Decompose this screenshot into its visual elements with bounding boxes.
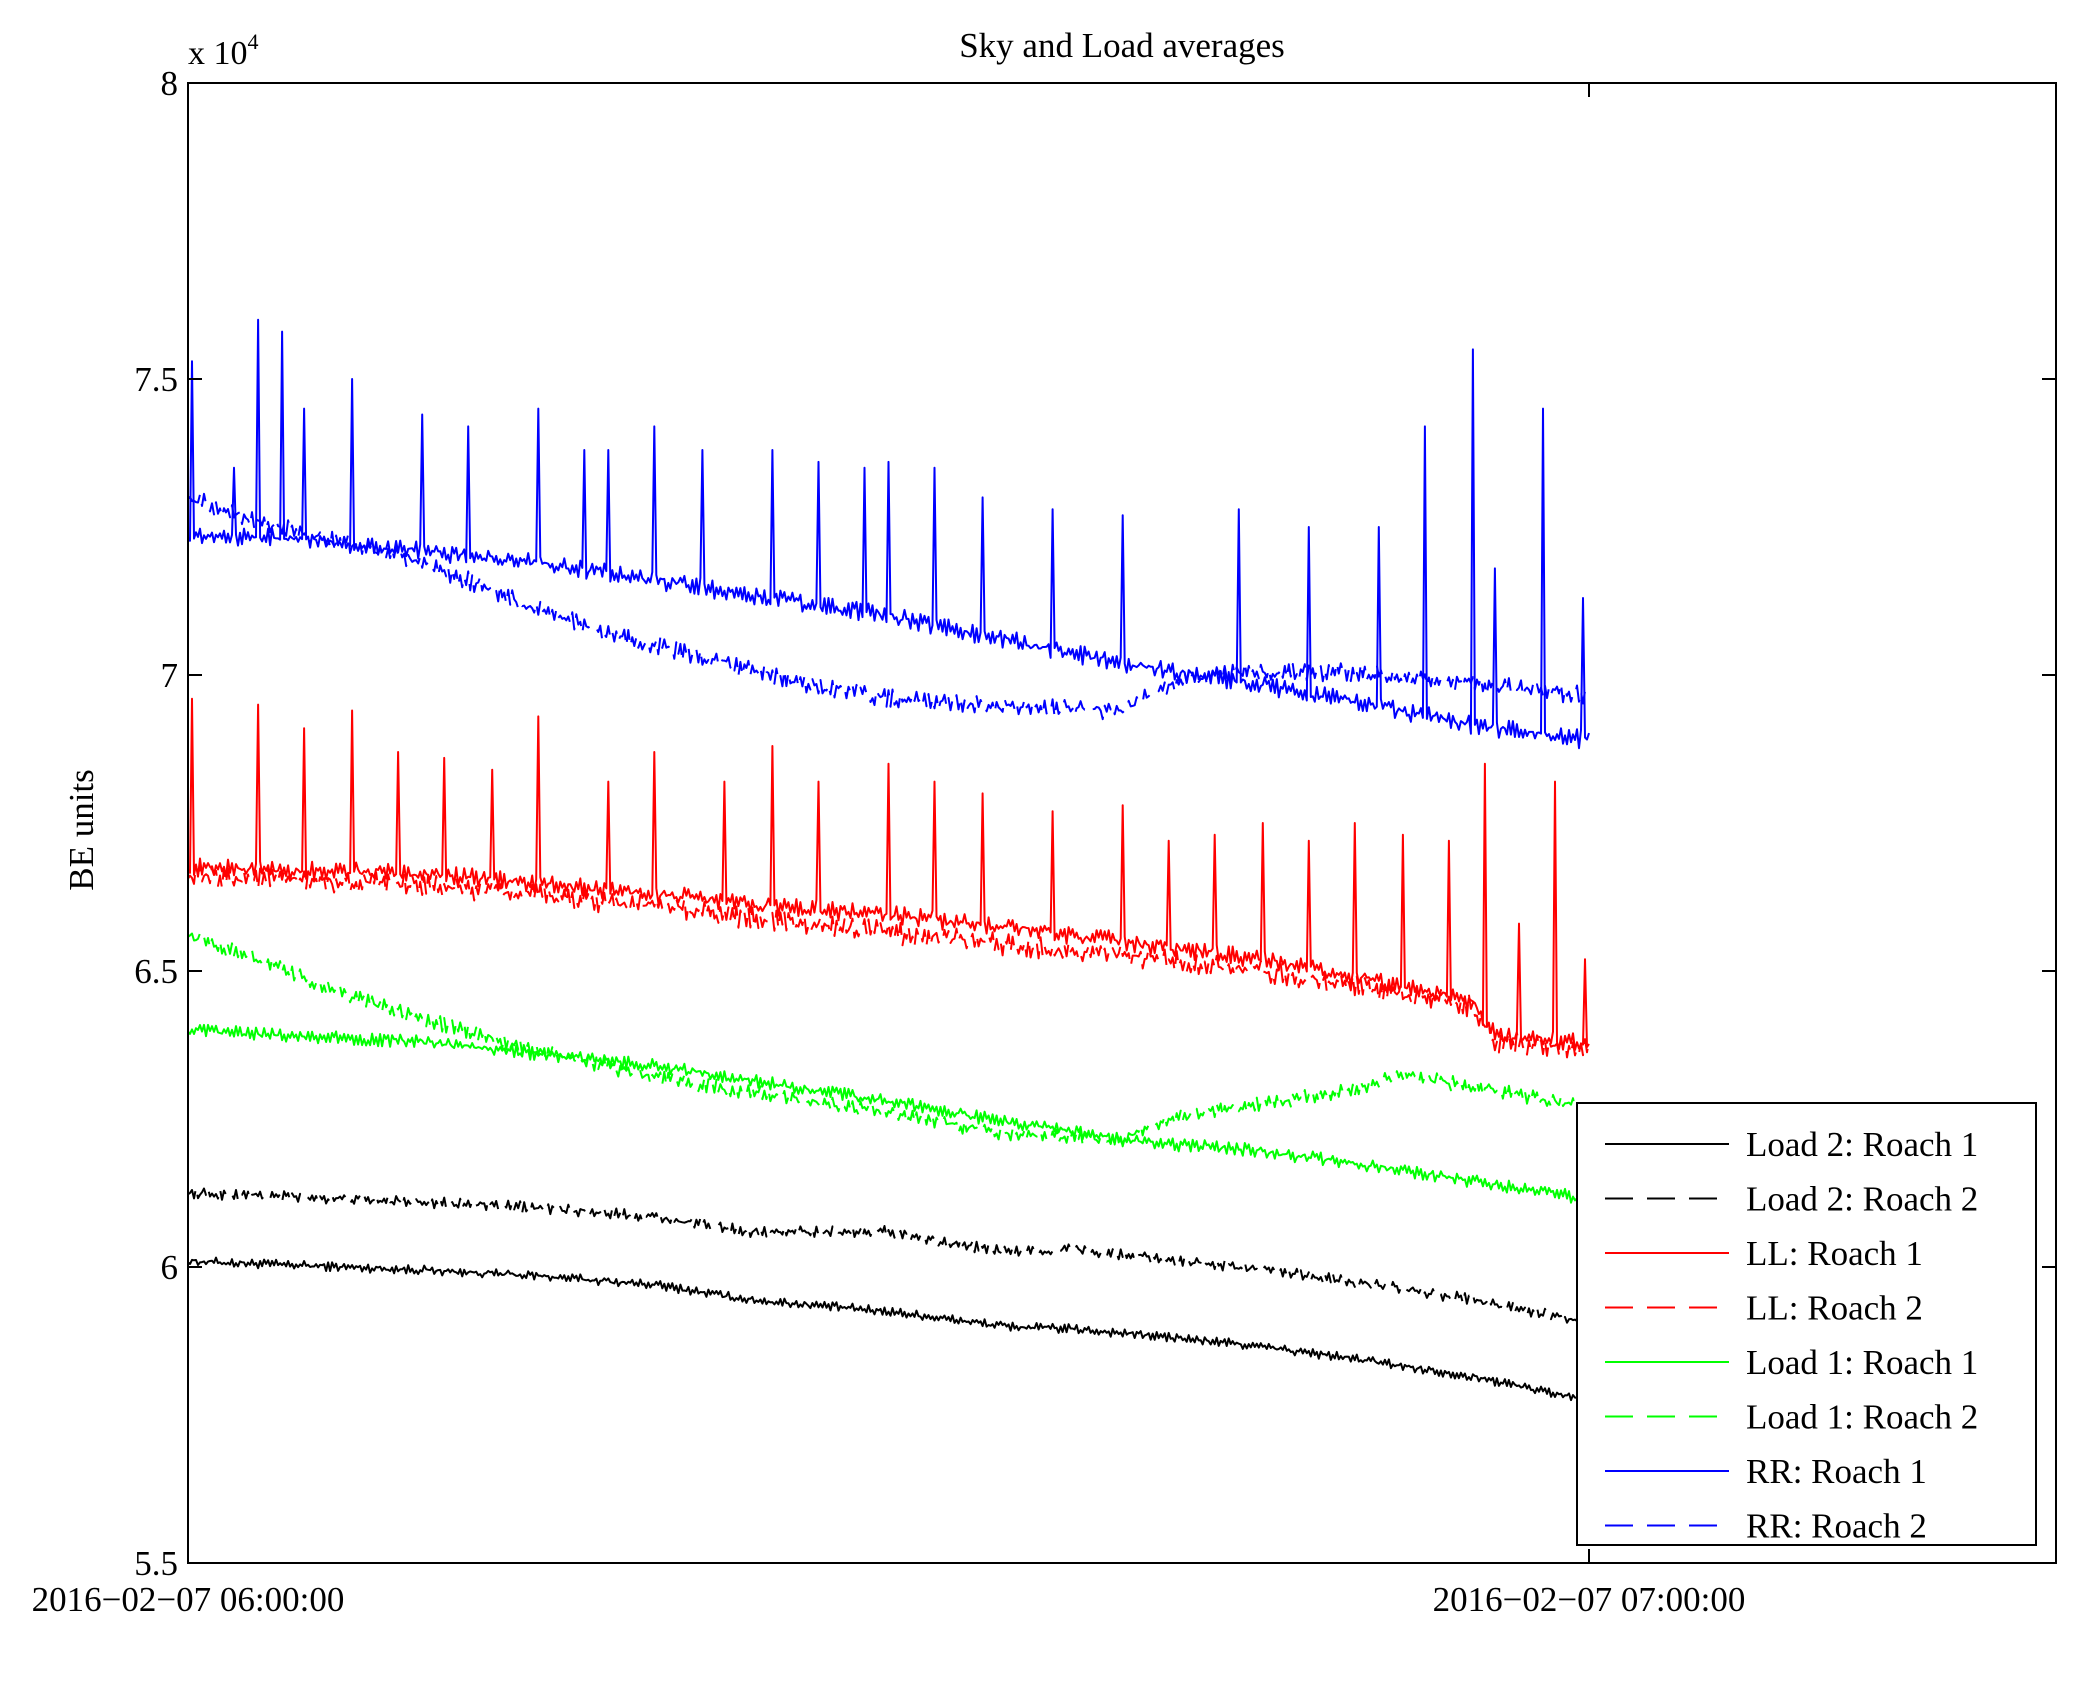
y-axis-label: BE units xyxy=(62,769,101,891)
y-axis-multiplier: x 104 xyxy=(188,29,259,72)
y-tick-label: 7 xyxy=(161,656,179,695)
legend: Load 2: Roach 1 Load 2: Roach 2 LL: Roach … xyxy=(1576,1102,2037,1546)
chart-title: Sky and Load averages xyxy=(959,26,1285,65)
series-line-2 xyxy=(187,697,1590,1051)
y-tick-label: 8 xyxy=(161,64,179,103)
x-tick-label: 2016−02−07 06:00:00 xyxy=(32,1580,345,1619)
legend-label: Load 1: Roach 2 xyxy=(1746,1398,1978,1437)
legend-label: RR: Roach 2 xyxy=(1746,1507,1927,1546)
series-line-4 xyxy=(187,1023,1590,1204)
legend-label: LL: Roach 1 xyxy=(1746,1234,1923,1273)
legend-label: Load 2: Roach 2 xyxy=(1746,1180,1978,1219)
legend-label: Load 1: Roach 1 xyxy=(1746,1343,1978,1382)
y-tick-label: 7.5 xyxy=(134,360,178,399)
series-line-6 xyxy=(187,318,1590,750)
plot-area xyxy=(187,318,1590,1405)
y-axis-multiplier-base: x 10 xyxy=(188,35,248,72)
y-axis-multiplier-exponent: 4 xyxy=(248,29,259,54)
axes: 5.5 6 6.5 7 7.5 8 2016−02−07 06:00:00 2016−02−0… xyxy=(32,64,2056,1619)
y-tick-label: 6.5 xyxy=(134,952,178,991)
series-line-3 xyxy=(187,864,1590,1059)
series-line-7 xyxy=(187,492,1590,721)
series-line-0 xyxy=(187,1256,1590,1405)
y-tick-label: 5.5 xyxy=(134,1544,178,1583)
axes-box xyxy=(187,82,2057,1564)
series-line-5 xyxy=(187,932,1590,1146)
legend-label: Load 2: Roach 1 xyxy=(1746,1125,1978,1164)
legend-label: RR: Roach 1 xyxy=(1746,1452,1927,1491)
x-tick-label: 2016−02−07 07:00:00 xyxy=(1433,1580,1746,1619)
y-tick-label: 6 xyxy=(161,1248,179,1287)
legend-label: LL: Roach 2 xyxy=(1746,1289,1923,1328)
series-line-1 xyxy=(187,1187,1590,1328)
